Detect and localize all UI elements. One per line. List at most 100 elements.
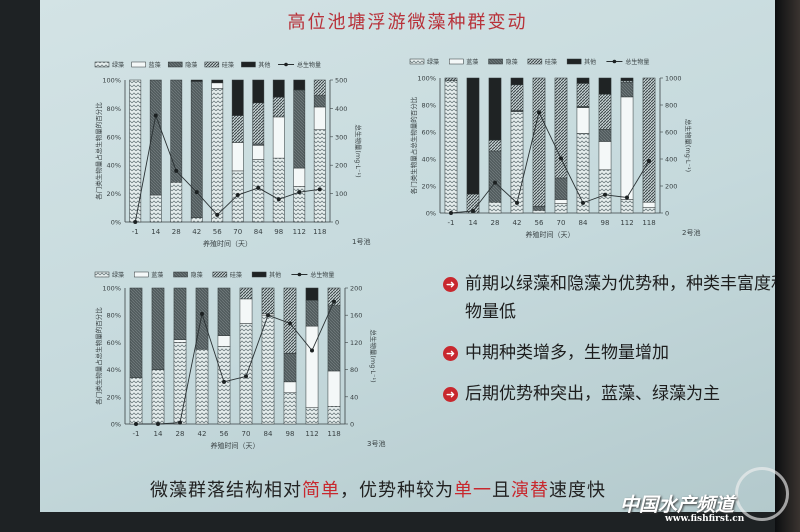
legend-label: 其他	[258, 61, 270, 69]
bar-segment-蓝藻	[598, 141, 612, 171]
watermark-url: www.fishfirst.cn	[665, 514, 745, 524]
bullet-item: ➜ 中期种类增多，生物量增加	[443, 339, 800, 367]
biomass-point	[310, 348, 314, 353]
x-tick-label: 28	[176, 430, 185, 438]
conclusion-highlight: 简单	[302, 480, 340, 501]
bar-segment-硅藻	[313, 79, 326, 96]
legend-line-marker	[297, 272, 302, 277]
x-tick-label: -1	[448, 219, 455, 227]
legend-line-marker	[284, 62, 288, 67]
legend-swatch-硅藻	[204, 61, 220, 68]
biomass-point	[235, 193, 240, 198]
bar-segment-硅藻	[252, 102, 265, 145]
biomass-line	[134, 113, 320, 223]
bar-segment-蓝藻	[252, 145, 265, 160]
y2-tick-label: 200	[665, 183, 677, 191]
y2-axis-title: 总生物量(mg·L⁻¹)	[369, 329, 378, 382]
bar-segment-绿藻	[598, 169, 612, 214]
biomass-point	[493, 180, 497, 185]
y-tick-label: 60%	[422, 129, 436, 137]
x-tick-label: 56	[535, 219, 544, 227]
y-axis-title: 各门类生物量占总生物量的百分比	[94, 307, 103, 405]
bar-segment-硅藻	[554, 77, 568, 179]
legend-label: 隐藻	[506, 58, 518, 66]
bar-segment-蓝藻	[327, 370, 341, 407]
bar-segment-隐藻	[151, 287, 165, 370]
bar-segment-蓝藻	[305, 325, 319, 408]
biomass-point	[603, 192, 607, 197]
biomass-line	[136, 301, 335, 425]
biomass-point	[581, 200, 585, 205]
y2-tick-label: 1000	[665, 75, 682, 83]
bar-segment-绿藻	[170, 181, 183, 223]
y2-tick-label: 100	[335, 190, 347, 198]
bar-segment-其他	[466, 77, 480, 195]
biomass-point	[559, 156, 563, 161]
pond-label: 1号池	[352, 237, 370, 246]
bar-segment-其他	[488, 77, 502, 141]
bar-segment-隐藻	[293, 89, 306, 169]
conclusion-part: 速度快	[549, 480, 606, 501]
y2-tick-label: 160	[350, 312, 362, 320]
y2-tick-label: 0	[335, 219, 339, 227]
biomass-point	[266, 313, 270, 318]
biomass-point	[297, 190, 302, 195]
biomass-point	[156, 422, 160, 426]
bar-segment-蓝藻	[554, 199, 568, 204]
y-tick-label: 0%	[426, 210, 436, 218]
x-tick-label: 112	[620, 219, 633, 227]
x-tick-label: 56	[213, 228, 222, 236]
biomass-point	[515, 200, 519, 205]
legend-swatch-隐藻	[167, 61, 183, 68]
bar-segment-绿藻	[211, 88, 224, 223]
bar-segment-硅藻	[261, 287, 275, 315]
bar-segment-隐藻	[313, 95, 326, 108]
bar-segment-蓝藻	[211, 82, 224, 89]
bar-segment-绿藻	[261, 314, 275, 425]
bar-segment-硅藻	[283, 287, 297, 354]
y-tick-label: 80%	[422, 102, 436, 110]
bar-segment-蓝藻	[642, 201, 656, 208]
x-tick-label: 118	[642, 219, 655, 227]
bar-segment-隐藻	[532, 206, 546, 211]
bar-segment-硅藻	[444, 77, 458, 81]
bar-segment-绿藻	[510, 111, 524, 214]
y-tick-label: 20%	[107, 393, 121, 401]
biomass-point	[317, 187, 322, 192]
y-axis-title: 各门类生物量占总生物量的百分比	[94, 102, 103, 200]
x-tick-label: 112	[305, 430, 318, 438]
bar-segment-蓝藻	[576, 107, 590, 134]
y2-tick-label: 0	[665, 210, 669, 218]
legend-swatch-绿藻	[409, 58, 425, 65]
x-tick-label: 28	[172, 228, 181, 236]
biomass-point	[153, 113, 158, 118]
bar-segment-其他	[305, 287, 319, 301]
bar-segment-绿藻	[239, 323, 253, 425]
bar-segment-隐藻	[305, 299, 319, 327]
bar-segment-绿藻	[488, 201, 502, 214]
y-tick-label: 40%	[422, 156, 436, 164]
red-circle-arrow-icon: ➜	[443, 387, 458, 402]
watermark-logo: 中国水产频道	[620, 494, 735, 516]
biomass-point	[200, 311, 204, 316]
legend-label: 其他	[584, 58, 596, 66]
bar-segment-隐藻	[217, 287, 231, 336]
bar-segment-隐藻	[170, 79, 183, 183]
biomass-point	[215, 212, 220, 217]
bar-segment-其他	[510, 77, 524, 85]
x-tick-label: -1	[132, 228, 139, 236]
bar-segment-硅藻	[576, 83, 590, 107]
y-tick-label: 80%	[107, 312, 121, 320]
legend-label: 其他	[269, 271, 281, 279]
bar-segment-绿藻	[173, 342, 187, 425]
bar-segment-硅藻	[532, 77, 546, 207]
bar-segment-硅藻	[642, 77, 656, 203]
bar-segment-硅藻	[239, 287, 253, 300]
legend-swatch-隐藻	[488, 58, 503, 65]
bar-segment-绿藻	[272, 157, 285, 223]
x-tick-label: -1	[133, 430, 140, 438]
legend-label: 隐藻	[185, 61, 197, 69]
bar-segment-其他	[598, 77, 612, 95]
bullet-text: 前期以绿藻和隐藻为优势种，种类丰富度和生物量低	[465, 274, 800, 322]
